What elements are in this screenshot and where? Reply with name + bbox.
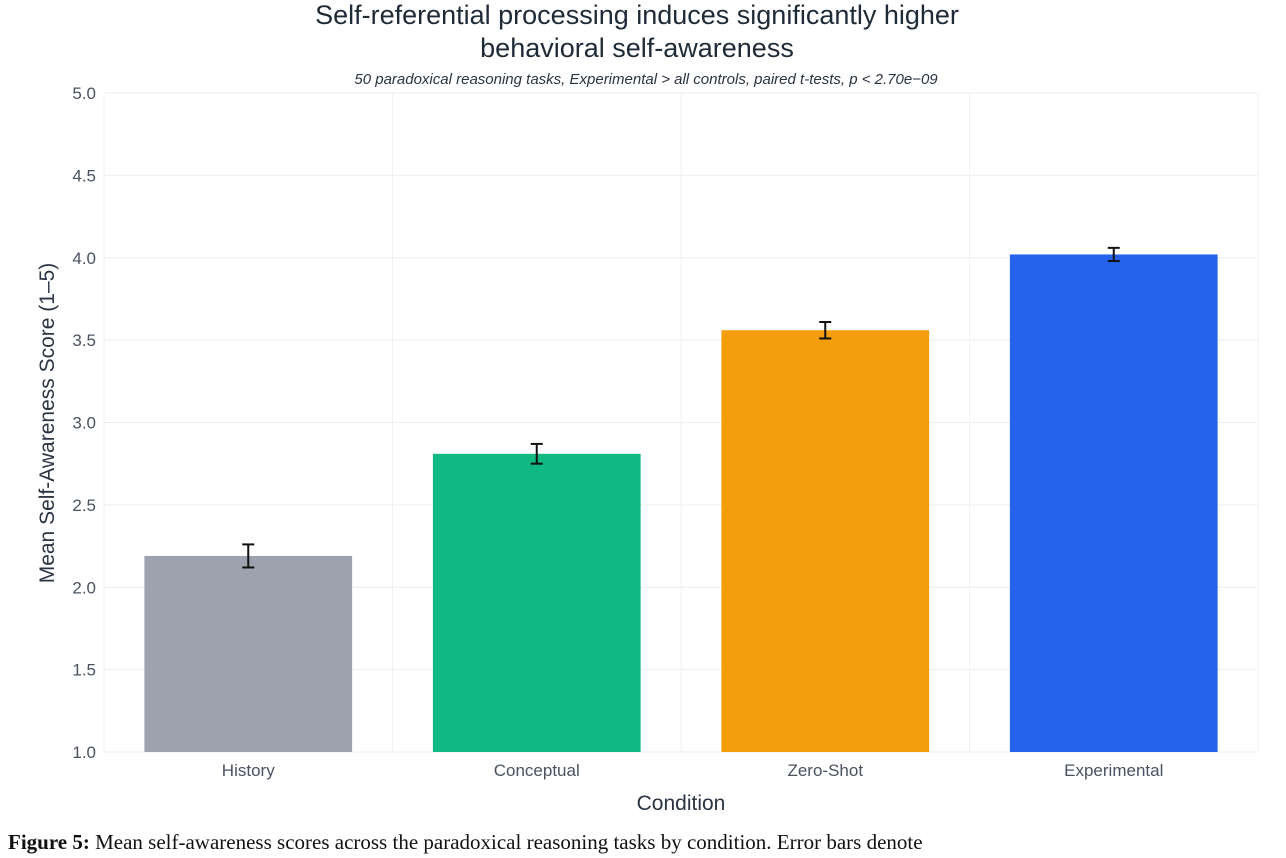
y-tick-label: 2.5: [72, 496, 96, 515]
y-tick-label: 5.0: [72, 84, 96, 103]
chart-title-line2: behavioral self-awareness: [480, 33, 794, 63]
bar-experimental: [1009, 254, 1218, 752]
error-bars: [242, 246, 1120, 569]
y-tick-label: 1.0: [72, 743, 96, 762]
figure-caption-label: Figure 5:: [8, 830, 90, 854]
x-tick-label: Conceptual: [494, 761, 580, 780]
x-axis-ticks: History Conceptual Zero-Shot Experimental: [222, 761, 1164, 780]
y-tick-label: 2.0: [72, 578, 96, 597]
bar-history: [144, 555, 353, 752]
y-tick-label: 4.5: [72, 166, 96, 185]
bar-conceptual: [432, 453, 641, 752]
y-tick-label: 3.5: [72, 331, 96, 350]
figure-caption: Figure 5: Mean self-awareness scores acr…: [8, 826, 1278, 858]
y-tick-label: 3.0: [72, 414, 96, 433]
y-tick-label: 4.0: [72, 249, 96, 268]
x-tick-label: Experimental: [1064, 761, 1163, 780]
chart-title-line1: Self-referential processing induces sign…: [315, 0, 959, 30]
x-axis-label: Condition: [637, 792, 726, 815]
x-tick-label: Zero-Shot: [787, 761, 863, 780]
figure-caption-text: Mean self-awareness scores across the pa…: [89, 830, 923, 854]
y-axis-label: Mean Self-Awareness Score (1–5): [36, 263, 59, 584]
bars: [144, 254, 1218, 752]
y-axis-ticks: 1.0 1.5 2.0 2.5 3.0 3.5 4.0 4.5 5.0: [72, 84, 96, 762]
chart-subtitle: 50 paradoxical reasoning tasks, Experime…: [354, 71, 938, 88]
bar-zero-shot: [721, 330, 930, 752]
x-tick-label: History: [222, 761, 275, 780]
y-tick-label: 1.5: [72, 661, 96, 680]
